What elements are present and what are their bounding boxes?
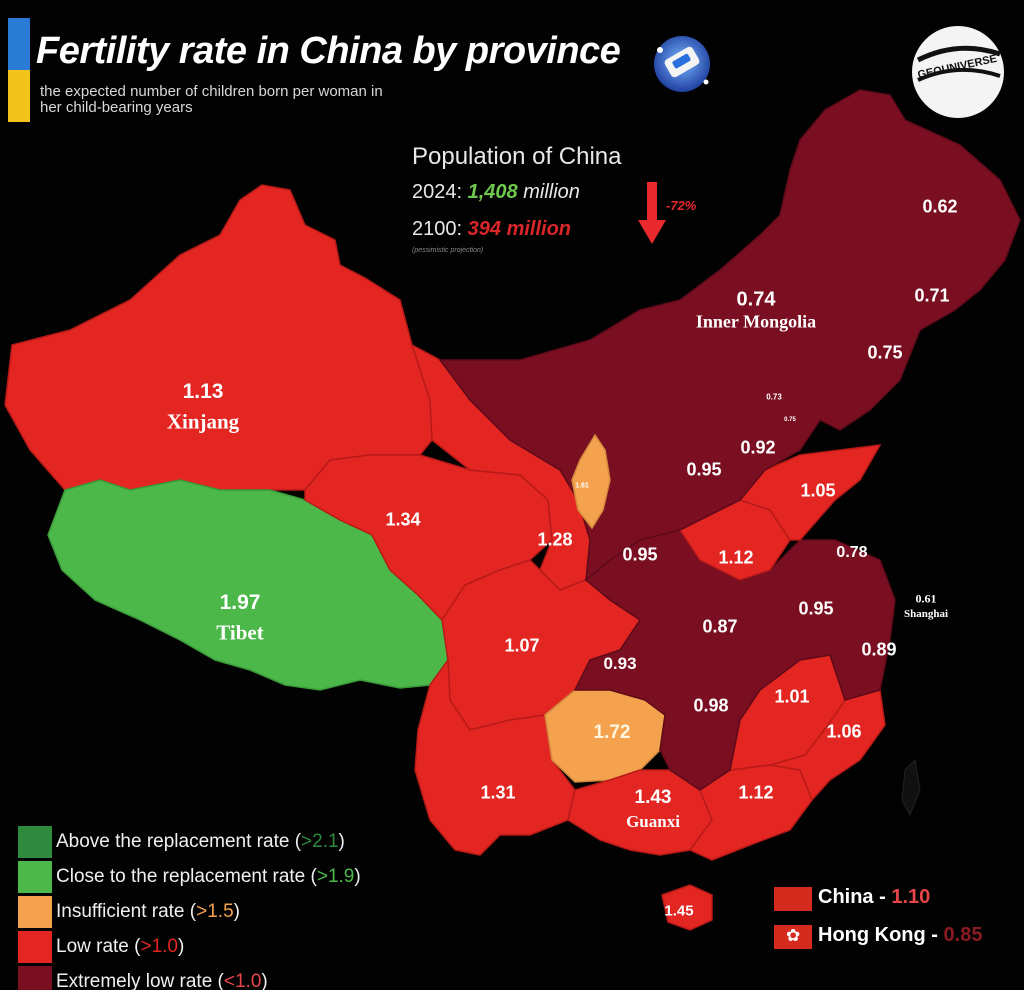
- rate-hainan: 1.45: [664, 902, 694, 920]
- legend-label: Above the replacement rate: [56, 831, 290, 852]
- rate-beijing: 0.73: [766, 392, 782, 402]
- rate-ningxia: 1.61: [575, 482, 589, 490]
- ticket-badge-icon: [654, 36, 710, 92]
- rate-zhejiang: 0.89: [861, 639, 897, 660]
- legend-threshold: >1.9: [316, 866, 355, 887]
- rate-inner-mongolia: 0.74: [736, 288, 776, 311]
- legend-item-extremely_low: Extremely low rate (<1.0): [18, 966, 478, 990]
- region-ningxia: [571, 433, 611, 530]
- legend-label: Low rate: [56, 936, 129, 957]
- legend-swatch: [18, 931, 52, 963]
- summary-china: China - 1.10: [774, 884, 1024, 914]
- legend-swatch: [18, 966, 52, 990]
- legend-label: Insufficient rate: [56, 901, 185, 922]
- legend-threshold: >1.5: [196, 901, 234, 922]
- name-guangxi: Guanxi: [626, 812, 680, 831]
- rate-jiangxi: 1.01: [774, 686, 810, 707]
- rate-jiangsu: 0.78: [836, 544, 868, 561]
- region-shandong: [738, 444, 882, 541]
- legend-item-low: Low rate (>1.0): [18, 931, 478, 963]
- legend-threshold: >1.0: [140, 936, 178, 957]
- legend-label: Extremely low rate: [56, 971, 213, 990]
- rate-gansu: 1.28: [537, 529, 573, 550]
- population-2024: 2024: 1,408 million: [412, 181, 580, 203]
- rate-hunan: 0.98: [693, 695, 729, 716]
- legend-item-close: Close to the replacement rate (>1.9): [18, 861, 478, 893]
- legend-threshold: <1.0: [223, 971, 262, 990]
- rate-xinjiang: 1.13: [182, 380, 224, 403]
- name-shanghai: Shanghai: [903, 608, 949, 620]
- rate-heilongjiang: 0.62: [922, 196, 958, 217]
- rate-anhui: 0.95: [798, 598, 834, 619]
- rate-liaoning: 0.75: [867, 342, 903, 363]
- page-subtitle: the expected number of children born per…: [40, 83, 383, 116]
- rate-fujian: 1.06: [826, 721, 862, 742]
- name-inner-mongolia: Inner Mongolia: [695, 311, 817, 332]
- rate-tianjin: 0.75: [784, 417, 796, 423]
- geouniverse-logo: GEOUNIVERSE: [912, 26, 1004, 118]
- rate-guangdong: 1.12: [738, 782, 774, 803]
- hongkong-flag-icon: ✿: [774, 925, 812, 949]
- region-taiwan: [901, 758, 921, 817]
- rate-shanxi: 0.95: [686, 459, 722, 480]
- population-title: Population of China: [412, 143, 622, 170]
- china-flag-icon: [774, 887, 812, 911]
- legend-threshold: >2.1: [301, 831, 339, 852]
- region-hainan: [661, 884, 713, 931]
- rate-sichuan: 1.07: [504, 635, 540, 656]
- legend-swatch: [18, 861, 52, 893]
- name-xinjiang: Xinjang: [166, 409, 240, 434]
- legend-swatch: [18, 826, 52, 858]
- rate-chongqing: 0.93: [603, 654, 637, 673]
- rate-tibet: 1.97: [219, 591, 261, 614]
- legend-item-insufficient: Insufficient rate (>1.5): [18, 896, 478, 928]
- rate-shandong: 1.05: [800, 480, 836, 501]
- rate-guizhou: 1.72: [593, 722, 631, 743]
- page-title: Fertility rate in China by province: [36, 30, 621, 72]
- rate-henan: 1.12: [718, 547, 754, 568]
- rate-hubei: 0.87: [702, 616, 738, 637]
- legend-item-above: Above the replacement rate (>2.1): [18, 826, 478, 858]
- legend-swatch: [18, 896, 52, 928]
- rate-qinghai: 1.34: [385, 509, 421, 530]
- rate-jilin: 0.71: [914, 285, 950, 306]
- summary-hongkong: ✿ Hong Kong - 0.85: [774, 922, 1024, 952]
- down-arrow-icon: [638, 182, 666, 244]
- rate-hebei: 0.92: [740, 437, 776, 458]
- name-tibet: Tibet: [216, 620, 264, 645]
- rate-shaanxi: 0.95: [622, 544, 658, 565]
- population-2100: 2100: 394 million: [412, 218, 572, 240]
- rate-guangxi: 1.43: [634, 787, 672, 808]
- rate-yunnan: 1.31: [480, 782, 516, 803]
- projection-note: (pessimistic projection): [412, 247, 484, 254]
- ukraine-flag-bar: [8, 18, 30, 122]
- legend-label: Close to the replacement rate: [56, 866, 306, 887]
- region-xinjiang: [4, 184, 433, 491]
- change-label: -72%: [666, 198, 697, 213]
- rate-shanghai: 0.61: [915, 591, 937, 606]
